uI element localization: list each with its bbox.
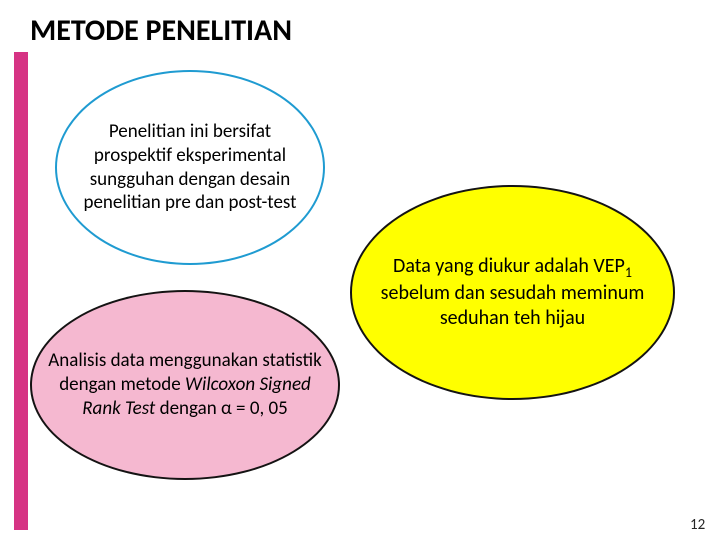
bubble-prospective: Penelitian ini bersifat prospektif ekspe… (55, 70, 325, 265)
bubble-analysis: Analisis data menggunakan statistik deng… (30, 290, 340, 480)
page-title: METODE PENELITIAN (30, 12, 292, 49)
bubble-prospective-text: Penelitian ini bersifat prospektif ekspe… (57, 110, 323, 225)
bubble-data-measured-text: Data yang diukur adalah VEP1 sebelum dan… (352, 244, 673, 342)
slide: METODE PENELITIAN Penelitian ini bersifa… (0, 0, 720, 540)
page-number: 12 (690, 516, 705, 534)
bubble-data-measured: Data yang diukur adalah VEP1 sebelum dan… (350, 185, 675, 400)
accent-bar (14, 52, 28, 530)
bubble-analysis-text: Analisis data menggunakan statistik deng… (32, 339, 338, 430)
